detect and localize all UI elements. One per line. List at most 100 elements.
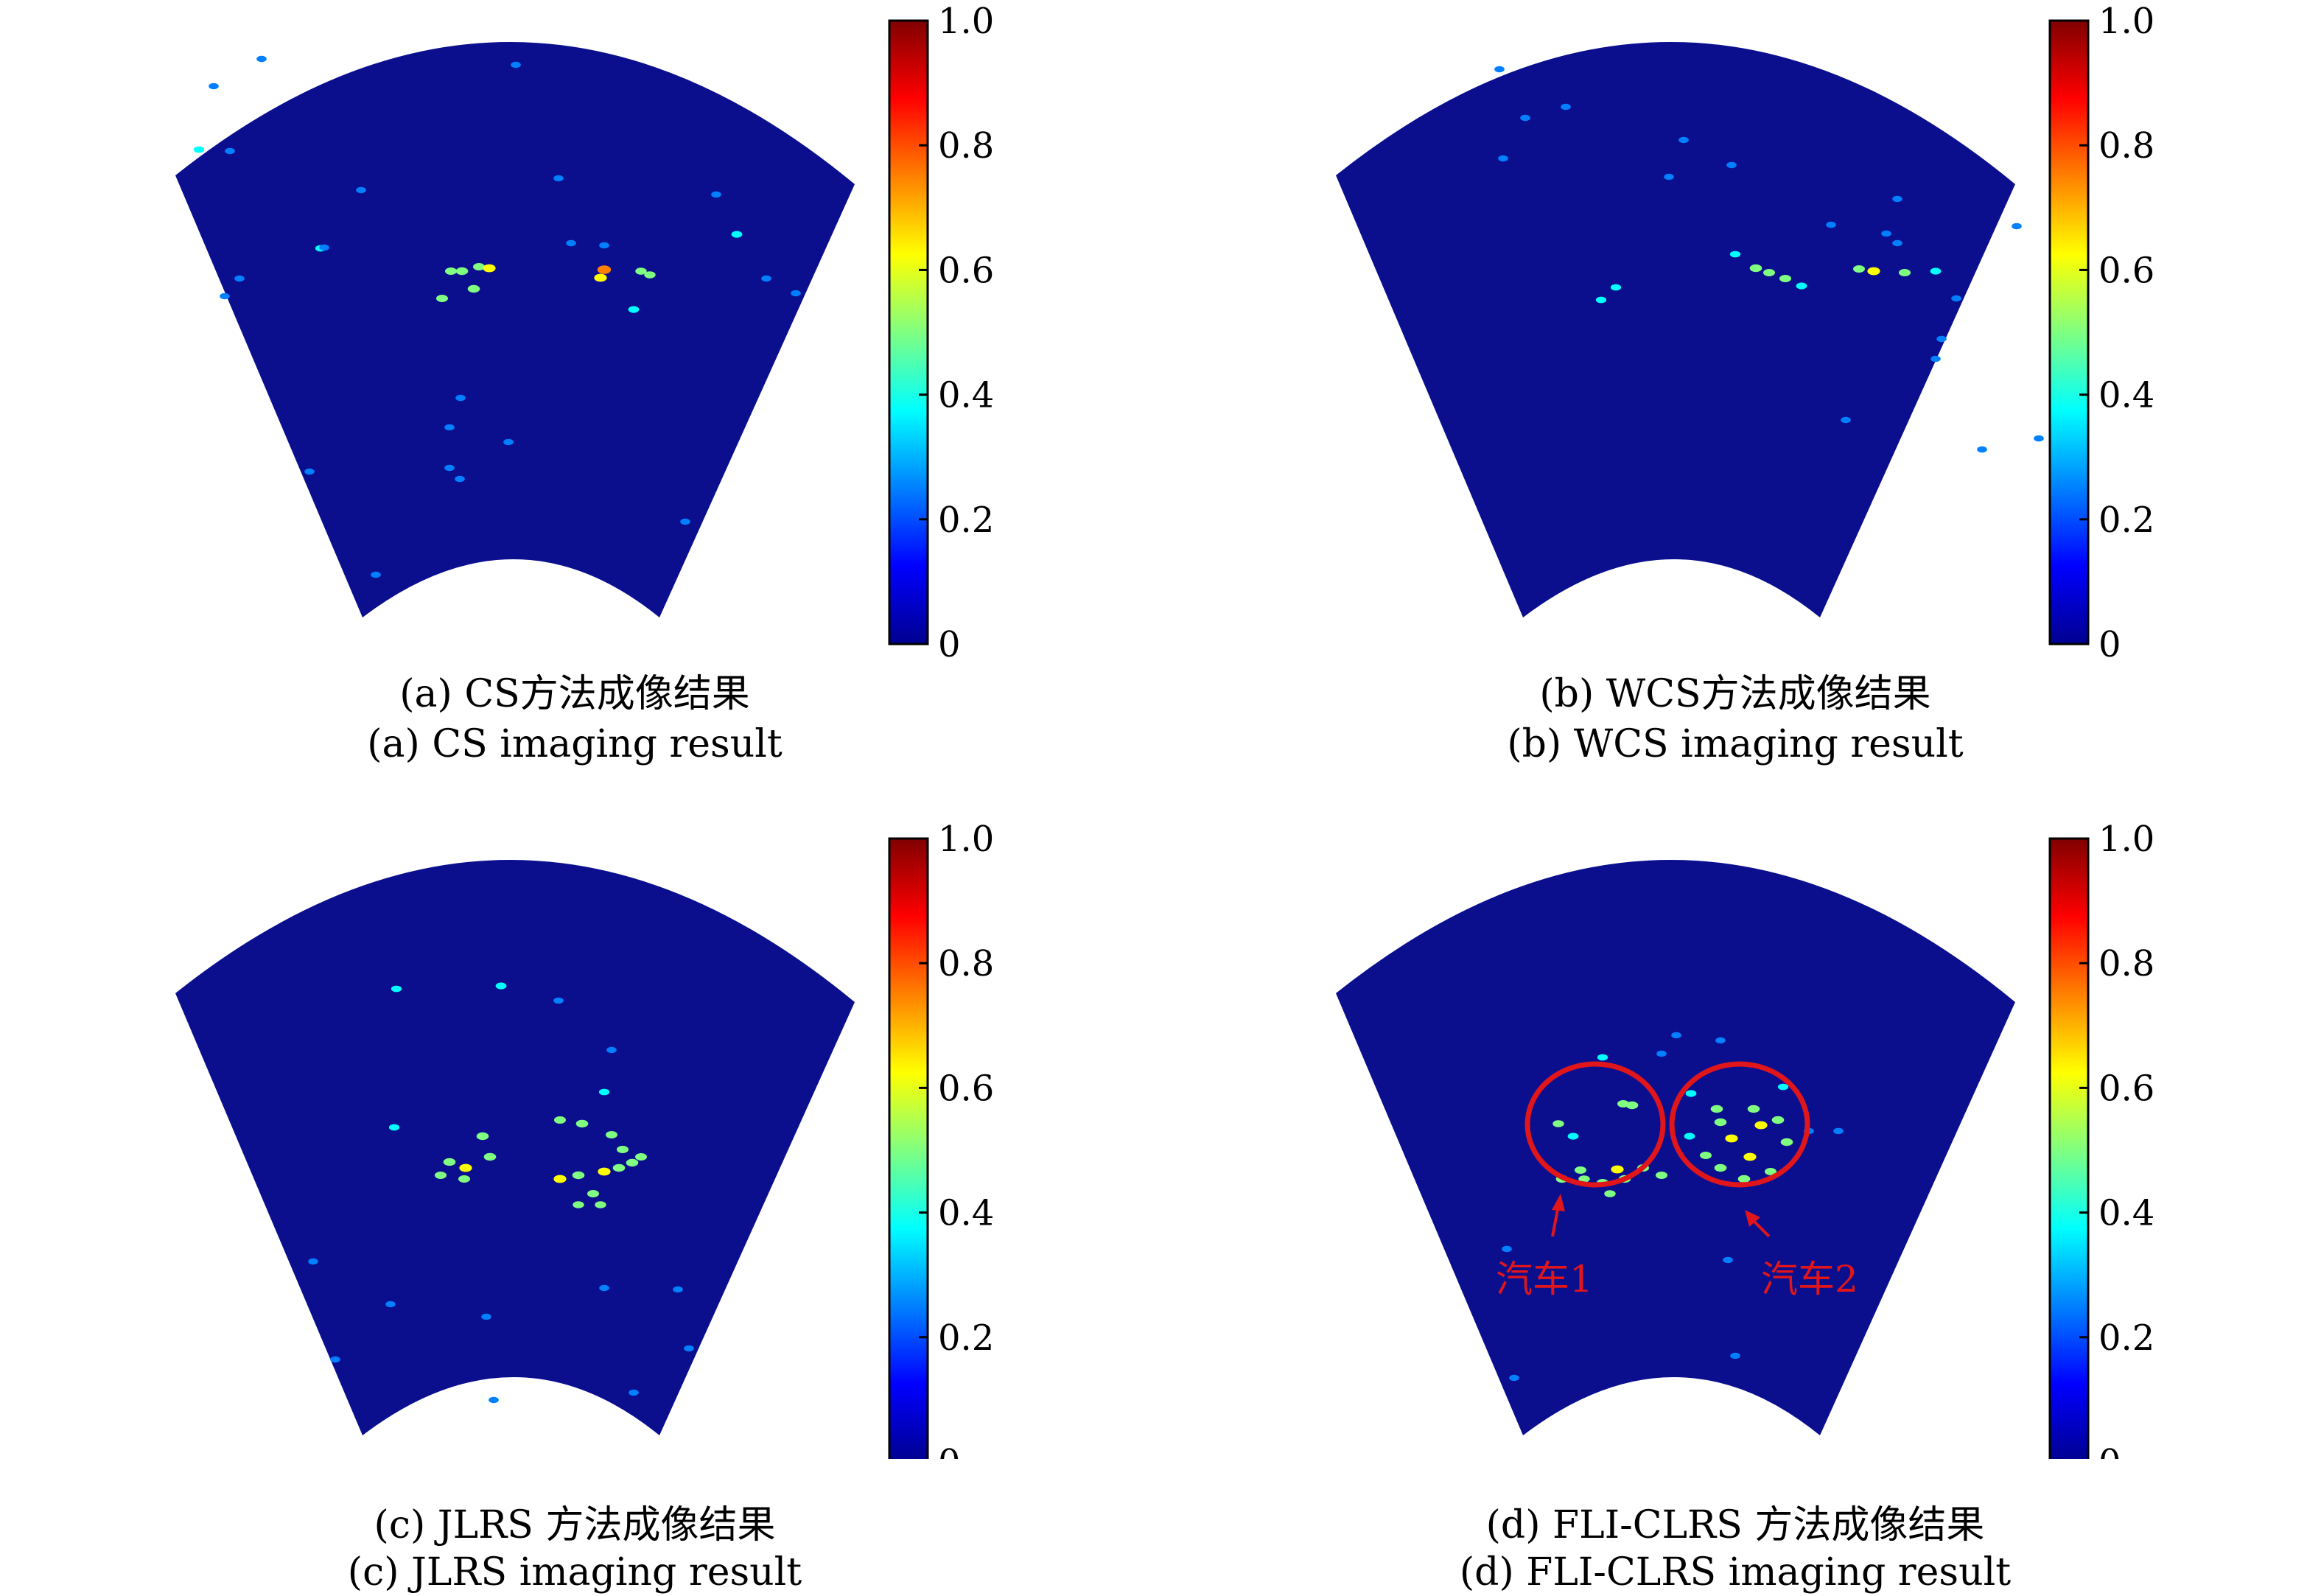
target-point bbox=[1841, 416, 1851, 424]
target-point bbox=[1502, 1245, 1512, 1253]
target-point bbox=[1730, 1352, 1740, 1359]
target-point bbox=[503, 438, 514, 446]
target-point bbox=[489, 1396, 499, 1404]
target-point bbox=[1826, 221, 1836, 228]
colorbar-tick-label: 0 bbox=[938, 624, 961, 663]
colorbar-tick-label: 0.6 bbox=[2098, 250, 2154, 291]
target-point bbox=[1625, 1101, 1639, 1110]
target-point bbox=[458, 1175, 470, 1183]
target-point bbox=[476, 1132, 489, 1141]
colorbar-tick-label: 0.6 bbox=[2098, 1068, 2154, 1109]
target-point bbox=[1743, 1152, 1757, 1161]
target-point bbox=[1611, 1165, 1624, 1174]
target-point bbox=[435, 1172, 447, 1179]
sector-image bbox=[175, 859, 855, 1435]
target-point bbox=[1656, 1050, 1667, 1057]
caption-en: (d) FLI-CLRS imaging result bbox=[1459, 1550, 2012, 1595]
target-point bbox=[1520, 114, 1530, 122]
target-point bbox=[572, 1171, 585, 1180]
colorbar-tick-label: 1.0 bbox=[2098, 1, 2154, 42]
target-point bbox=[1604, 1190, 1616, 1197]
colorbar-tick-label: 0.4 bbox=[938, 375, 994, 416]
target-point bbox=[554, 1116, 566, 1124]
target-point bbox=[644, 271, 656, 279]
target-point bbox=[1853, 265, 1865, 273]
target-point bbox=[1578, 1175, 1590, 1183]
target-point bbox=[673, 1286, 683, 1293]
target-point bbox=[1747, 1105, 1760, 1113]
target-point bbox=[473, 263, 485, 270]
target-point bbox=[1714, 1163, 1727, 1172]
target-point bbox=[481, 1313, 491, 1320]
sector-image bbox=[175, 41, 855, 617]
target-point bbox=[598, 1167, 611, 1176]
target-point bbox=[598, 1088, 610, 1096]
target-point bbox=[1664, 173, 1674, 181]
target-point bbox=[1765, 1168, 1776, 1175]
target-point bbox=[1678, 136, 1689, 144]
target-point bbox=[1726, 161, 1737, 169]
target-point bbox=[371, 571, 381, 578]
target-point bbox=[391, 985, 402, 993]
target-point bbox=[225, 147, 235, 155]
scatter-points bbox=[1494, 66, 2044, 453]
target-point bbox=[1899, 269, 1911, 276]
car-1-label: 汽车1 bbox=[1496, 1258, 1593, 1301]
target-point bbox=[1780, 1138, 1793, 1147]
target-point bbox=[1737, 1175, 1751, 1183]
target-point bbox=[599, 1284, 609, 1292]
target-point bbox=[234, 275, 245, 282]
target-point bbox=[511, 61, 521, 69]
target-point bbox=[626, 1158, 639, 1167]
target-point bbox=[385, 1301, 396, 1308]
caption-en: (c) JLRS imaging result bbox=[347, 1550, 802, 1595]
target-point bbox=[1610, 284, 1622, 291]
caption-cn: (a) CS方法成像结果 bbox=[399, 672, 750, 716]
target-point bbox=[1715, 1037, 1726, 1044]
target-point bbox=[455, 475, 465, 483]
target-point bbox=[1671, 1032, 1681, 1039]
target-point bbox=[330, 1356, 340, 1363]
target-point bbox=[193, 146, 205, 153]
scatter-points bbox=[1502, 1032, 1844, 1382]
panel-b: 0 0.2 0.4 0.6 0.8 1.0 (b) WCS方法成像结果 (b) WCS i… bbox=[1160, 0, 2321, 796]
target-point bbox=[629, 1389, 639, 1396]
target-point bbox=[553, 175, 564, 182]
target-point bbox=[1977, 446, 1987, 453]
colorbar: 0 0.2 0.4 0.6 0.8 1.0 bbox=[2048, 819, 2154, 1459]
colorbar-tick-label: 0 bbox=[938, 1442, 961, 1459]
car-2-label: 汽车2 bbox=[1761, 1258, 1858, 1301]
colorbar-tick-label: 1.0 bbox=[938, 819, 994, 860]
target-point bbox=[1597, 1054, 1608, 1061]
target-point bbox=[444, 424, 455, 431]
target-point bbox=[1714, 1118, 1727, 1127]
colorbar-tick-label: 0 bbox=[2098, 624, 2121, 663]
target-point bbox=[388, 1124, 400, 1131]
target-point bbox=[1595, 296, 1607, 304]
panel-a-figure: 0 0.2 0.4 0.6 0.8 1.0 bbox=[175, 1, 994, 663]
target-point bbox=[1881, 230, 1891, 237]
target-point bbox=[209, 83, 219, 90]
colorbar-tick-label: 0.8 bbox=[938, 943, 994, 984]
target-point bbox=[356, 186, 366, 194]
scatter-points bbox=[308, 982, 694, 1404]
target-point bbox=[1892, 195, 1902, 203]
target-point bbox=[731, 231, 743, 238]
target-point bbox=[1684, 1133, 1695, 1140]
target-point bbox=[594, 273, 607, 282]
target-point bbox=[597, 265, 612, 274]
target-point bbox=[1552, 1120, 1564, 1127]
target-point bbox=[304, 468, 315, 475]
colorbar-tick-label: 1.0 bbox=[938, 1, 994, 42]
target-point bbox=[2012, 223, 2022, 230]
target-point bbox=[455, 267, 469, 276]
panel-d: 0 0.2 0.4 0.6 0.8 1.0 汽车1 汽车2 (d) FLI-CLRS 方法… bbox=[1160, 796, 2321, 1595]
target-point bbox=[220, 293, 230, 300]
target-point bbox=[1700, 1152, 1712, 1159]
caption-en: (b) WCS imaging result bbox=[1507, 722, 1964, 766]
panel-d-figure: 0 0.2 0.4 0.6 0.8 1.0 bbox=[1336, 819, 2154, 1459]
colorbar-tick-label: 0.2 bbox=[2098, 500, 2154, 541]
panel-c: 0 0.2 0.4 0.6 0.8 1.0 (c) JLRS 方法成像结果 (c) JLR… bbox=[0, 796, 1160, 1595]
target-point bbox=[483, 1152, 497, 1161]
target-point bbox=[1833, 1127, 1844, 1135]
